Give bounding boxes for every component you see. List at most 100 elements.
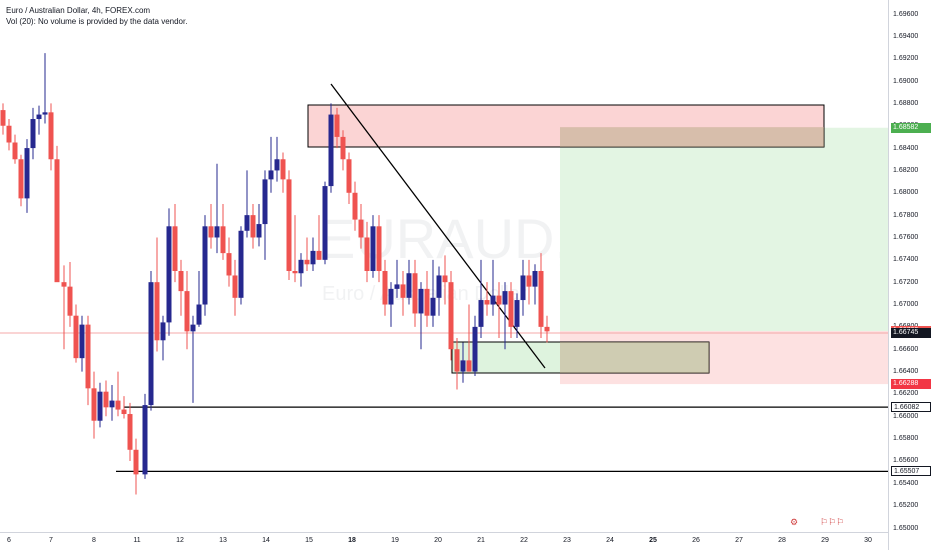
candle-body bbox=[340, 136, 346, 160]
candle-body bbox=[376, 226, 382, 271]
price-tick: 1.67400 bbox=[893, 256, 919, 264]
legend-title: Euro / Australian Dollar, 4h, FOREX.com bbox=[6, 6, 151, 15]
candle-body bbox=[208, 226, 214, 238]
candle-body bbox=[382, 271, 388, 305]
candle-body bbox=[73, 315, 79, 359]
candle-body bbox=[304, 259, 310, 265]
candle-body bbox=[196, 304, 202, 325]
time-tick: 22 bbox=[520, 537, 528, 544]
candle-body bbox=[121, 409, 127, 415]
legend-volume-note: Vol (20): No volume is provided by the d… bbox=[6, 17, 188, 26]
time-tick: 6 bbox=[7, 537, 11, 544]
candle-body bbox=[460, 360, 466, 372]
candle-body bbox=[190, 324, 196, 332]
candle-body bbox=[127, 414, 133, 450]
price-tick: 1.65400 bbox=[893, 479, 919, 487]
candle-body bbox=[6, 125, 12, 143]
price-tick: 1.66600 bbox=[893, 345, 919, 353]
candlestick-chart[interactable] bbox=[0, 0, 888, 532]
candle-body bbox=[352, 192, 358, 220]
candle-body bbox=[244, 215, 250, 231]
price-label: 1.68582 bbox=[891, 122, 931, 133]
time-tick: 14 bbox=[262, 537, 270, 544]
candle-body bbox=[103, 391, 109, 408]
price-tick: 1.67800 bbox=[893, 211, 919, 219]
candle-body bbox=[490, 295, 496, 305]
price-scale[interactable]: 1.696001.694001.692001.690001.688001.686… bbox=[888, 0, 932, 550]
economic-events-icon[interactable]: ⚙ bbox=[790, 517, 799, 527]
price-tick: 1.65200 bbox=[893, 502, 919, 510]
price-tick: 1.65600 bbox=[893, 457, 919, 465]
candle-body bbox=[262, 179, 268, 225]
watermark-description: Euro / Australian Dollar bbox=[322, 283, 527, 305]
candle-body bbox=[24, 148, 30, 199]
candle-body bbox=[400, 284, 406, 298]
candle-body bbox=[526, 275, 532, 287]
time-scale[interactable]: 6 7 8 11 12 13 14 15 18 19 20 21 22 23 24 25 26 27 28 29 30 bbox=[0, 532, 888, 551]
time-tick: 13 bbox=[219, 537, 227, 544]
candle-body bbox=[133, 449, 139, 475]
candle-body bbox=[484, 300, 490, 305]
time-tick: 26 bbox=[692, 537, 700, 544]
price-tick: 1.66000 bbox=[893, 412, 919, 420]
candle-body bbox=[115, 400, 121, 410]
time-tick: 27 bbox=[735, 537, 743, 544]
price-tick: 1.65000 bbox=[893, 524, 919, 532]
candle-body bbox=[91, 388, 97, 421]
price-tick: 1.68400 bbox=[893, 144, 919, 152]
candle-body bbox=[514, 300, 520, 327]
candle-body bbox=[148, 282, 154, 406]
candle-body bbox=[364, 237, 370, 271]
candle-body bbox=[520, 275, 526, 301]
time-tick: 15 bbox=[305, 537, 313, 544]
price-label: 1.65507 bbox=[891, 466, 931, 477]
candle-body bbox=[448, 282, 454, 350]
zone-overlap bbox=[560, 342, 709, 373]
candle-body bbox=[238, 230, 244, 298]
price-tick: 1.69200 bbox=[893, 55, 919, 63]
candle-body bbox=[496, 295, 502, 305]
candle-body bbox=[67, 286, 73, 316]
candle-body bbox=[154, 282, 160, 341]
candle-body bbox=[286, 179, 292, 271]
candle-body bbox=[466, 360, 472, 372]
candle-body bbox=[358, 219, 364, 238]
candle-body bbox=[328, 114, 334, 187]
price-tick: 1.67000 bbox=[893, 301, 919, 309]
candle-body bbox=[18, 159, 24, 199]
candle-body bbox=[184, 291, 190, 332]
candle-body bbox=[54, 159, 60, 283]
time-tick: 30 bbox=[864, 537, 872, 544]
chart-pane[interactable]: EURAUD, 4h Euro / Australian Dollar Euro… bbox=[0, 0, 888, 532]
time-tick: 11 bbox=[133, 537, 141, 544]
candle-body bbox=[316, 250, 322, 260]
candle-body bbox=[406, 273, 412, 298]
candle-body bbox=[250, 215, 256, 238]
candle-body bbox=[226, 253, 232, 276]
time-tick: 12 bbox=[176, 537, 184, 544]
price-tick: 1.68200 bbox=[893, 166, 919, 174]
candle-body bbox=[394, 284, 400, 289]
price-tick: 1.68800 bbox=[893, 99, 919, 107]
candle-body bbox=[412, 273, 418, 314]
price-tick: 1.66400 bbox=[893, 368, 919, 376]
candle-body bbox=[97, 391, 103, 421]
time-tick: 28 bbox=[778, 537, 786, 544]
candle-body bbox=[166, 226, 172, 323]
candle-body bbox=[538, 271, 544, 327]
flags-icon[interactable]: ⚐⚐⚐ bbox=[820, 517, 845, 527]
candle-body bbox=[334, 114, 340, 137]
time-tick: 8 bbox=[92, 537, 96, 544]
candle-body bbox=[472, 326, 478, 372]
supply-zone bbox=[307, 104, 825, 148]
candle-body bbox=[79, 324, 85, 359]
time-tick: 25 bbox=[649, 537, 657, 544]
candle-body bbox=[436, 275, 442, 298]
candle-body bbox=[12, 142, 18, 160]
candle-body bbox=[532, 271, 538, 287]
candle-body bbox=[36, 114, 42, 120]
candle-body bbox=[160, 322, 166, 341]
candle-body bbox=[178, 271, 184, 292]
price-label: 1.66745 bbox=[891, 328, 931, 338]
candle-body bbox=[454, 349, 460, 372]
